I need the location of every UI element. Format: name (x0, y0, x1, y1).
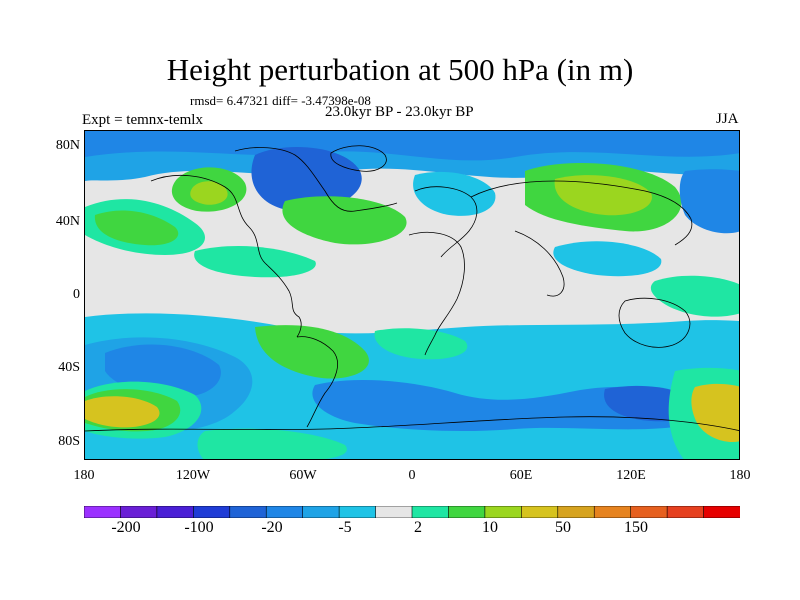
lon-tick-label: 120E (616, 468, 646, 483)
figure-title: Height perturbation at 500 hPa (in m) (166, 52, 634, 87)
colorbar-label: -200 (111, 519, 141, 536)
contour-band (251, 147, 362, 212)
lon-tick-label: 60E (509, 468, 533, 483)
colorbar-label: -20 (261, 519, 283, 536)
lat-tick-label: 40N (55, 214, 80, 229)
colorbar-swatch (375, 506, 413, 518)
lat-tick-label: 80S (58, 434, 80, 449)
contour-band (85, 396, 160, 428)
colorbar-label: 2 (414, 519, 422, 536)
colorbar-swatch (338, 506, 377, 518)
season-label: JJA (716, 111, 739, 127)
colorbar-label: 10 (482, 519, 498, 536)
coastline (296, 336, 338, 428)
colorbar-swatch (302, 506, 340, 518)
colorbar-swatch (193, 506, 231, 518)
coastline (150, 175, 302, 338)
contour-band (194, 246, 316, 278)
contour-band (94, 210, 179, 246)
contour-band (650, 275, 739, 317)
colorbar-swatch (448, 506, 486, 518)
coastline (330, 145, 387, 172)
colorbar (84, 506, 740, 518)
colorbar-swatch (666, 506, 705, 518)
coastline (234, 147, 398, 212)
lon-tick-label: 60W (289, 468, 317, 483)
coastline (514, 230, 565, 297)
colorbar-swatch (521, 506, 559, 518)
coastline (470, 180, 693, 246)
colorbar-swatch (484, 506, 522, 518)
coastlines (85, 145, 739, 432)
contour-band (197, 428, 347, 459)
map-panel (84, 130, 740, 460)
lon-tick-label: 120W (175, 468, 211, 483)
contour-band (282, 196, 407, 245)
lat-tick-label: 0 (73, 287, 80, 302)
contour-band (85, 131, 739, 161)
colorbar-swatch (156, 506, 194, 518)
colorbar-swatch (120, 506, 158, 518)
colorbar-label: 150 (624, 519, 648, 536)
lon-tick-label: 0 (408, 468, 416, 483)
contour-band (679, 169, 739, 234)
colorbar-swatch (557, 506, 595, 518)
stats-text: rmsd= 6.47321 diff= -3.47398e-08 (190, 93, 371, 108)
contour-band (190, 181, 228, 205)
contour-band (413, 171, 496, 216)
coastline (408, 231, 465, 356)
contour-band (374, 328, 468, 360)
colorbar-swatch (703, 506, 740, 518)
contour-band (255, 325, 369, 379)
coastline (85, 416, 739, 432)
colorbar-swatch (265, 506, 304, 518)
colorbar-swatch (411, 506, 450, 518)
colorbar-label: 50 (555, 519, 571, 536)
period-text: 23.0kyr BP - 23.0kyr BP (325, 104, 474, 120)
colorbar-swatch (84, 506, 122, 518)
colorbar-label: -5 (338, 519, 352, 536)
contour-band (691, 383, 739, 442)
colorbar-label: -100 (184, 519, 214, 536)
lon-tick-label: 180 (729, 468, 751, 483)
lat-tick-label: 40S (58, 360, 80, 375)
experiment-label: Expt = temnx-temlx (82, 112, 203, 128)
colorbar-swatch (229, 506, 267, 518)
colorbar-swatch (630, 506, 668, 518)
lon-tick-label: 180 (73, 468, 95, 483)
colorbar-swatch (593, 506, 632, 518)
contour-map (85, 131, 739, 459)
coastline (414, 186, 478, 258)
coastline (618, 297, 691, 348)
contour-band (553, 241, 662, 277)
contour-band (554, 175, 652, 216)
lat-tick-label: 80N (55, 138, 80, 153)
